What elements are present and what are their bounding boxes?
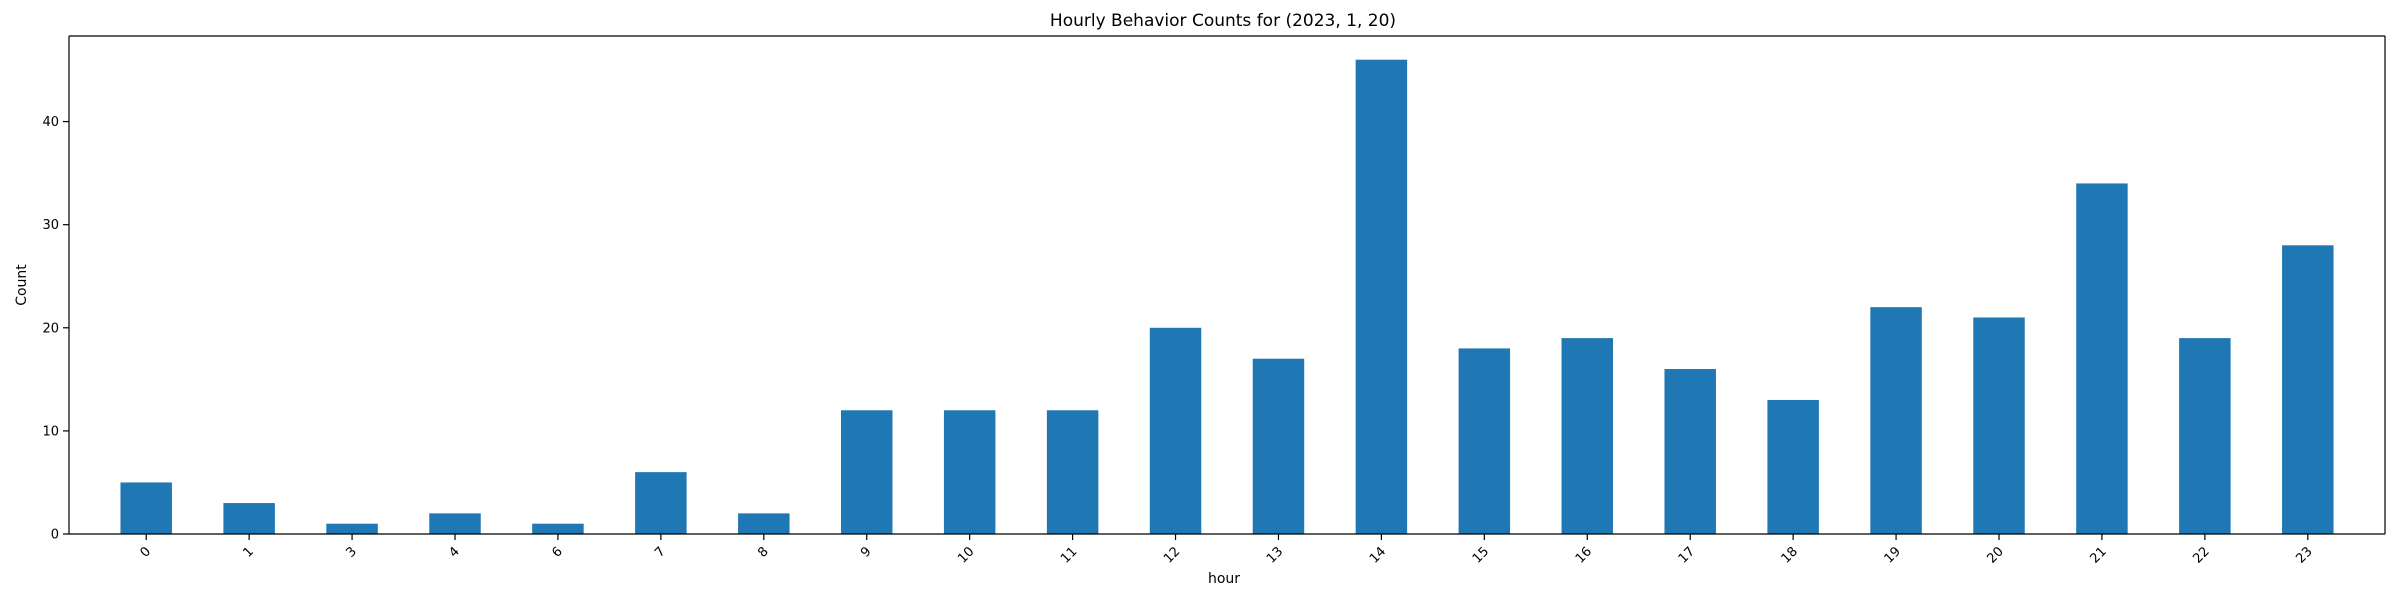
x-tick-label-15: 15 [1470, 544, 1492, 566]
bar-hour-7 [635, 472, 687, 534]
bar-hour-16 [1561, 338, 1613, 534]
bar-hour-0 [120, 482, 172, 534]
bar-hour-10 [943, 410, 996, 534]
plot-area [120, 59, 2334, 535]
y-tick-label-20: 20 [42, 321, 59, 336]
x-tick-label-14: 14 [1367, 544, 1389, 566]
x-tick-label-0: 0 [138, 544, 154, 560]
y-tick-label-40: 40 [42, 115, 59, 130]
x-tick-label-12: 12 [1161, 544, 1183, 566]
bar-hour-3 [326, 523, 378, 534]
bar-hour-1 [223, 503, 275, 534]
bar-hour-13 [1252, 358, 1305, 534]
bar-hour-8 [738, 513, 790, 534]
bar-hour-6 [532, 523, 584, 534]
x-tick-label-8: 8 [755, 544, 771, 560]
bar-hour-19 [1870, 307, 1922, 534]
x-axis-ticks: 0 1 3 4 6 7 8 9 10 11 12 13 14 15 16 17 18 19 20 21 22 23 [138, 534, 2316, 567]
chart-title: Hourly Behavior Counts for (2023, 1, 20) [1050, 11, 1396, 31]
bar-hour-23 [2282, 245, 2334, 535]
bar-hour-21 [2076, 183, 2128, 534]
x-tick-label-21: 21 [2087, 544, 2109, 566]
bar-hour-4 [429, 513, 481, 534]
y-tick-label-10: 10 [42, 424, 59, 439]
x-axis-label: hour [1208, 571, 1240, 587]
x-tick-label-20: 20 [1985, 544, 2007, 566]
y-tick-label-0: 0 [51, 528, 59, 543]
x-tick-label-19: 19 [1882, 544, 1904, 566]
x-tick-label-10: 10 [955, 544, 977, 566]
bar-hour-15 [1458, 348, 1511, 534]
bar-hour-22 [2179, 338, 2231, 534]
x-tick-label-13: 13 [1264, 544, 1286, 566]
x-tick-label-3: 3 [343, 544, 359, 560]
x-tick-label-22: 22 [2190, 544, 2212, 566]
x-tick-label-18: 18 [1779, 544, 1801, 566]
x-tick-label-7: 7 [652, 544, 668, 560]
bar-hour-11 [1046, 410, 1099, 534]
x-tick-label-16: 16 [1573, 544, 1595, 566]
bar-hour-9 [841, 410, 893, 534]
x-tick-label-1: 1 [240, 544, 256, 560]
y-axis-ticks: 0 10 20 30 40 [42, 115, 69, 543]
x-tick-label-23: 23 [2293, 544, 2315, 566]
x-tick-label-9: 9 [858, 544, 874, 560]
bar-hour-20 [1973, 317, 2025, 534]
bar-hour-12 [1149, 327, 1202, 534]
bar-hour-18 [1767, 399, 1819, 534]
x-tick-label-17: 17 [1676, 544, 1698, 566]
bar-hour-14 [1355, 59, 1408, 535]
y-axis-label: Count [14, 264, 30, 306]
bar-hour-17 [1664, 369, 1716, 534]
x-tick-label-11: 11 [1058, 544, 1080, 566]
y-tick-label-30: 30 [42, 218, 59, 233]
x-tick-label-4: 4 [446, 544, 462, 560]
x-tick-label-6: 6 [549, 544, 565, 560]
